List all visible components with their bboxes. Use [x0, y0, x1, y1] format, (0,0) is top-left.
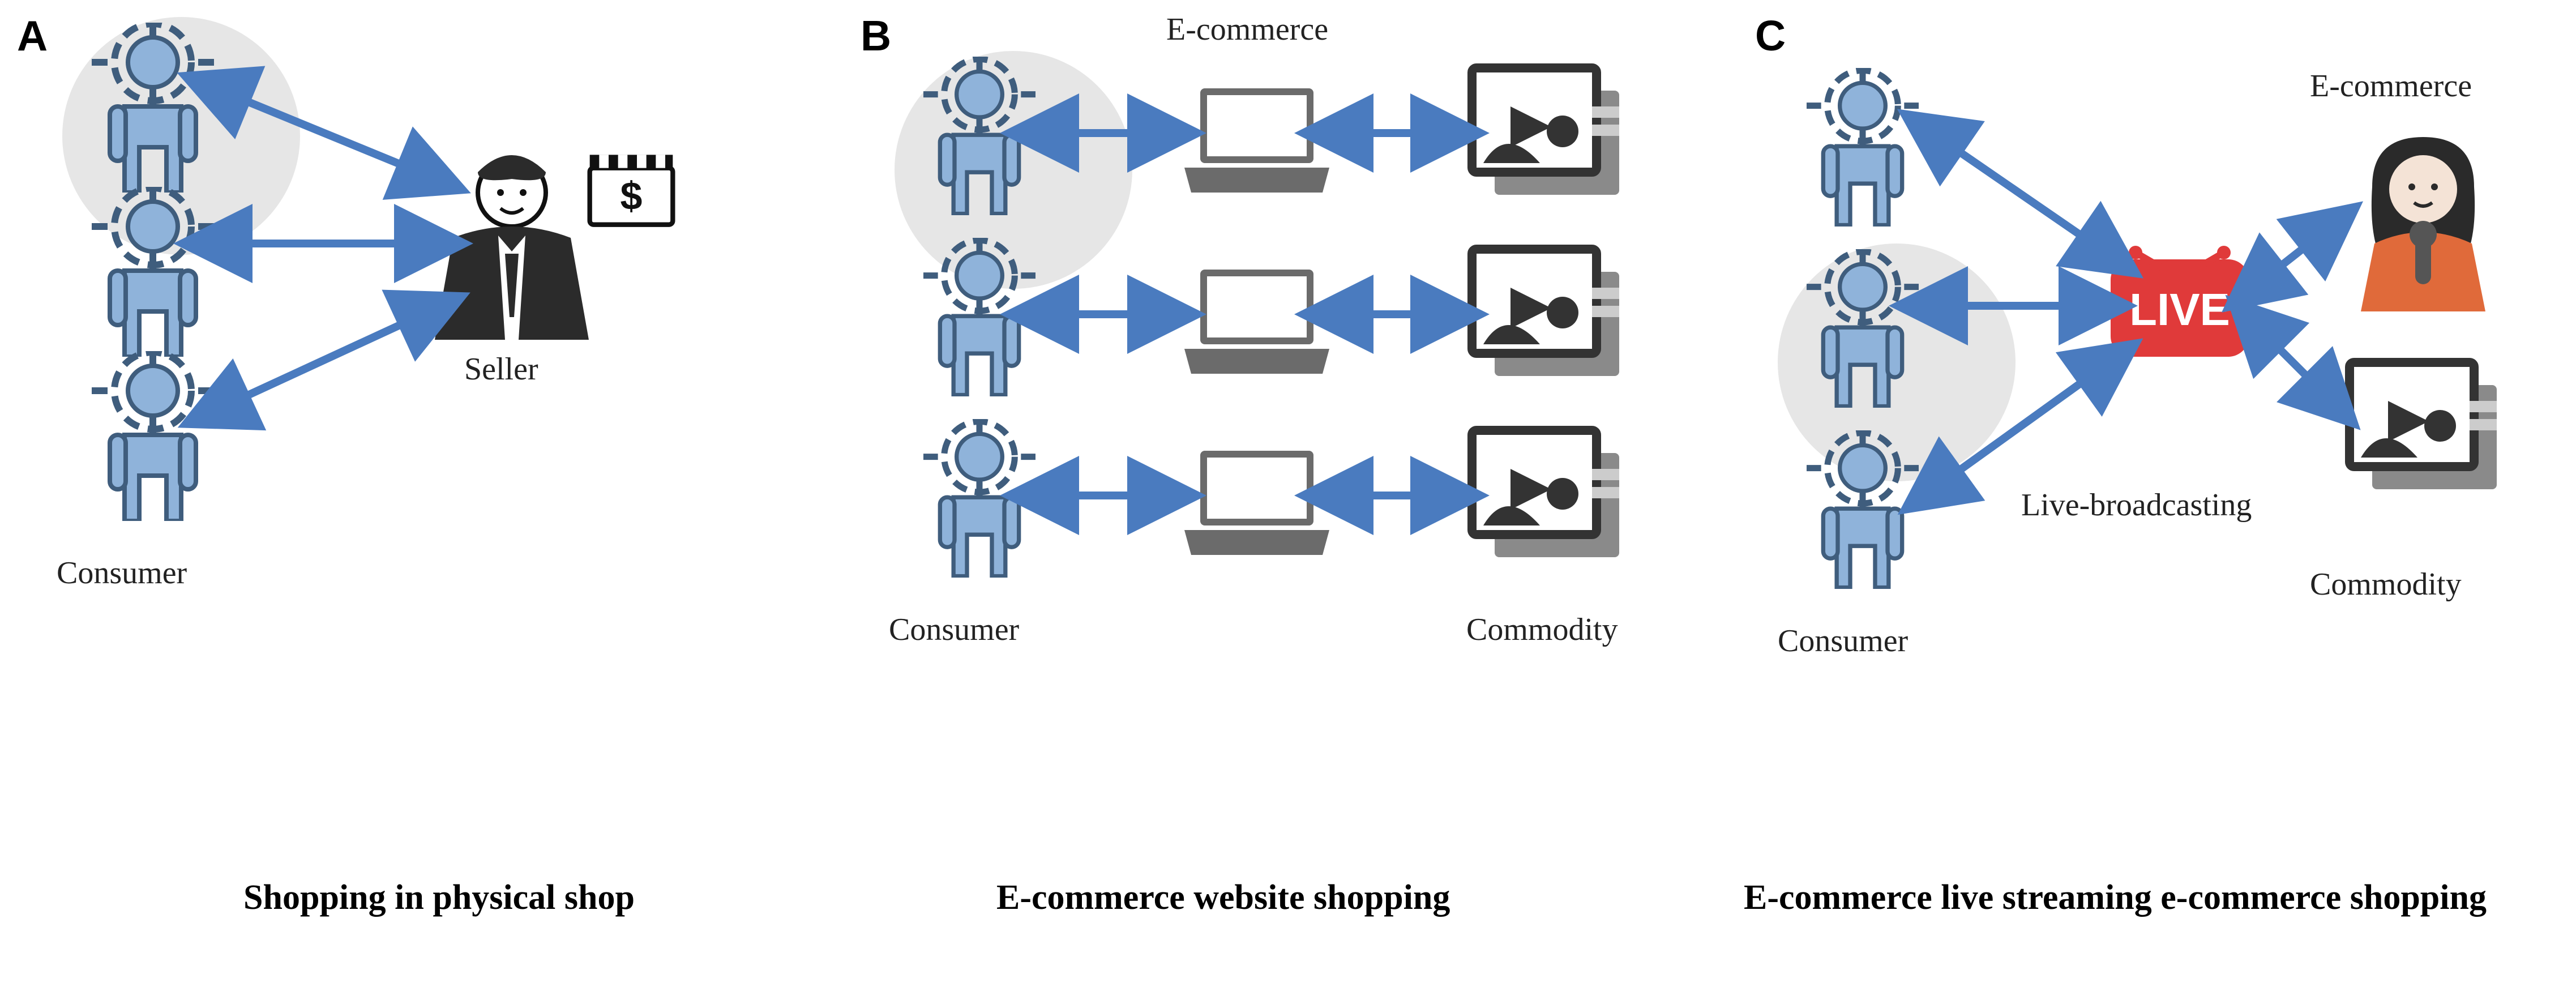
- ecommerce-label-c: E-commerce: [2310, 68, 2472, 104]
- consumer-label-c: Consumer: [1778, 623, 1908, 659]
- panel-c-caption: E-commerce live streaming e-commerce sho…: [1744, 878, 2487, 918]
- live-broadcasting-label: Live-broadcasting: [2021, 487, 2252, 523]
- figure-root: A: [0, 0, 2576, 987]
- commodity-label-c: Commodity: [2310, 566, 2462, 603]
